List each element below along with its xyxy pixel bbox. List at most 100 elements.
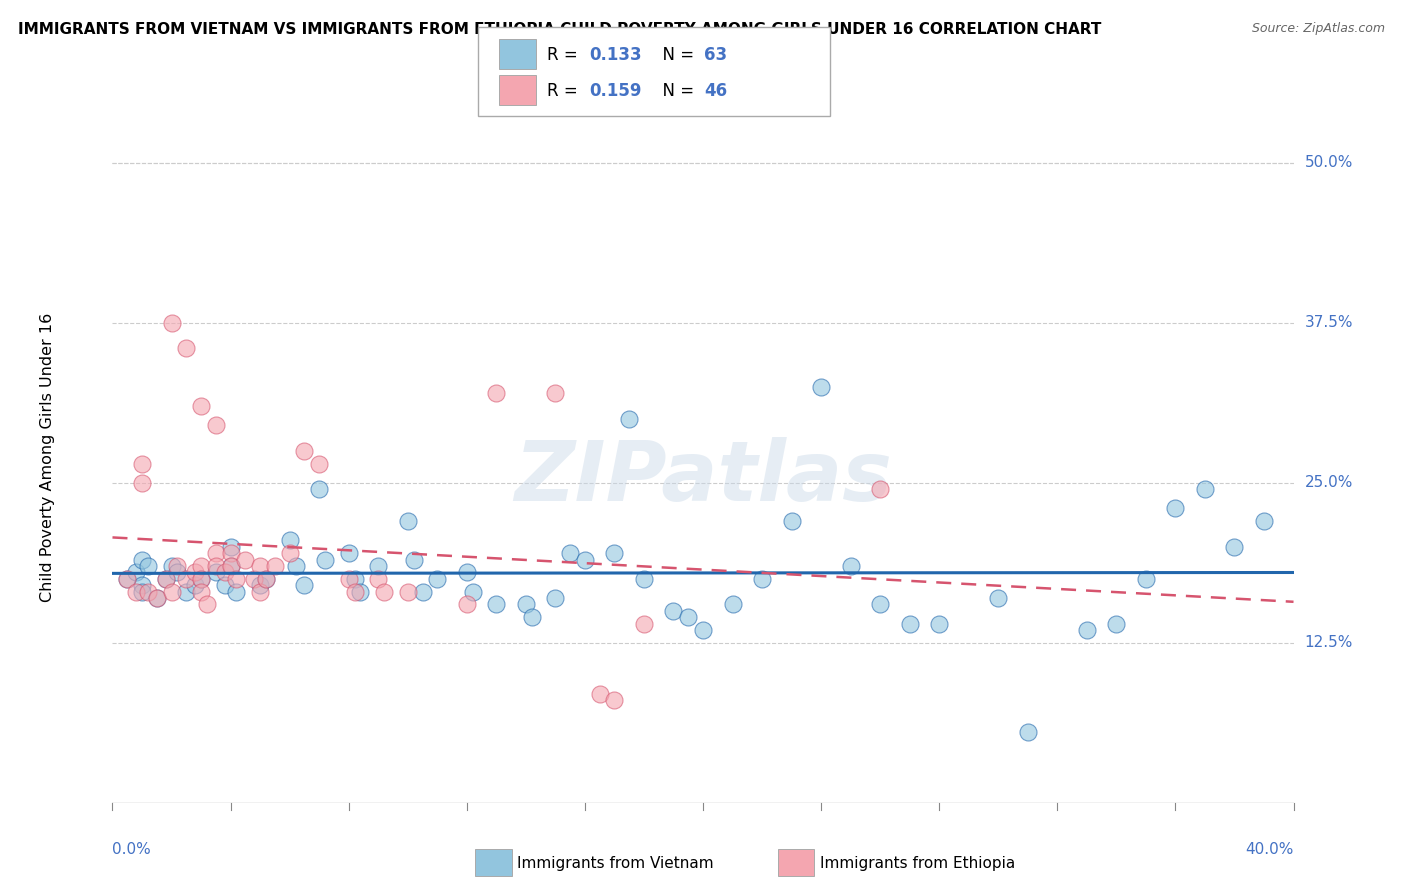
Point [243,572,266,586]
Point [619,411,641,425]
Text: 25.0%: 25.0% [1305,475,1353,491]
Text: R =: R = [547,46,583,64]
Text: N =: N = [652,46,700,64]
Point [292,578,315,592]
Point [396,514,419,528]
Point [349,584,371,599]
Text: N =: N = [652,82,700,101]
Point [343,572,366,586]
Point [373,584,395,599]
Point [160,316,183,330]
Point [292,443,315,458]
Point [160,558,183,573]
Point [692,623,714,637]
Point [195,598,218,612]
Point [456,566,478,580]
Point [184,578,207,592]
Point [205,546,228,560]
Point [367,558,389,573]
Point [1223,540,1246,554]
Point [633,616,655,631]
Point [810,380,832,394]
Point [249,584,271,599]
Point [485,386,508,401]
Point [337,572,360,586]
Point [190,399,212,413]
Point [603,546,626,560]
Point [264,558,287,573]
Point [254,572,277,586]
Point [402,552,425,566]
Point [314,552,336,566]
Point [1017,725,1039,739]
Point [219,540,242,554]
Point [544,591,567,605]
Text: 50.0%: 50.0% [1305,155,1353,170]
Point [337,546,360,560]
Point [520,610,543,624]
Point [190,584,212,599]
Text: 46: 46 [704,82,727,101]
Point [588,687,610,701]
Point [155,572,177,586]
Point [396,584,419,599]
Point [869,482,891,496]
Point [1194,482,1216,496]
Point [678,610,700,624]
Point [343,584,366,599]
Point [174,584,197,599]
Point [146,591,169,605]
Text: R =: R = [547,82,583,101]
Point [780,514,803,528]
Point [233,552,256,566]
Point [249,578,271,592]
Point [190,558,212,573]
Point [839,558,862,573]
Text: Immigrants from Vietnam: Immigrants from Vietnam [517,856,714,871]
Point [603,693,626,707]
Text: 37.5%: 37.5% [1305,315,1353,330]
Point [219,558,242,573]
Point [1253,514,1275,528]
Point [284,558,307,573]
Point [426,572,449,586]
Point [898,616,921,631]
Point [558,546,582,560]
Point [160,584,183,599]
Text: 40.0%: 40.0% [1246,842,1294,856]
Point [987,591,1010,605]
Text: 0.159: 0.159 [589,82,641,101]
Point [515,598,537,612]
Point [219,558,242,573]
Point [1105,616,1128,631]
Point [166,558,188,573]
Point [117,572,138,586]
Point [751,572,773,586]
Point [184,566,207,580]
Point [205,418,228,433]
Point [131,457,153,471]
Point [131,578,153,592]
Point [278,533,301,548]
Point [190,572,212,586]
Point [136,584,159,599]
Point [367,572,389,586]
Point [225,572,247,586]
Point [155,572,177,586]
Text: ZIPatlas: ZIPatlas [515,437,891,518]
Point [214,566,236,580]
Text: Source: ZipAtlas.com: Source: ZipAtlas.com [1251,22,1385,36]
Point [249,558,271,573]
Point [456,598,478,612]
Point [131,475,153,490]
Point [544,386,567,401]
Point [146,591,169,605]
Point [190,572,212,586]
Point [928,616,950,631]
Point [461,584,484,599]
Point [1135,572,1157,586]
Point [278,546,301,560]
Text: 12.5%: 12.5% [1305,635,1353,650]
Point [125,566,148,580]
Point [117,572,138,586]
